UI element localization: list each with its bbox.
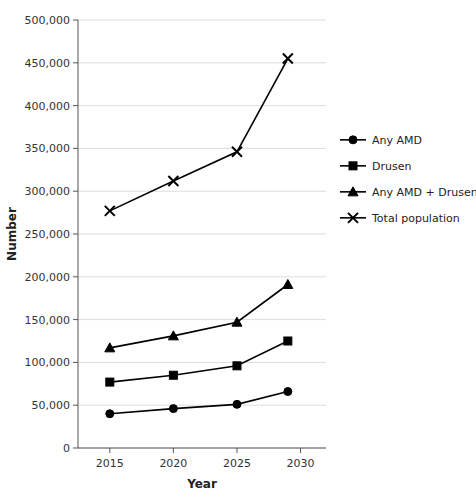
series (106, 388, 292, 418)
y-tick-label: 50,000 (32, 399, 71, 412)
y-tick-label: 500,000 (25, 14, 71, 27)
legend-label: Any AMD (372, 134, 422, 147)
legend-label: Drusen (372, 160, 411, 173)
y-tick-label: 150,000 (25, 314, 71, 327)
point (283, 54, 293, 64)
y-tick-label: 300,000 (25, 185, 71, 198)
grid-line (78, 62, 326, 63)
grid-line (78, 362, 326, 363)
y-tick (73, 276, 78, 277)
x-tick (300, 448, 301, 453)
grid-line (78, 234, 326, 235)
y-tick-label: 350,000 (25, 142, 71, 155)
series-line (110, 285, 288, 348)
x-axis-line (78, 448, 326, 449)
y-tick-label: 400,000 (25, 100, 71, 113)
legend-marker (348, 213, 358, 223)
grid-line (78, 148, 326, 149)
series-line (110, 59, 288, 211)
legend-label: Total population (371, 212, 460, 225)
grid-line (78, 105, 326, 106)
series (105, 280, 293, 352)
y-tick (73, 448, 78, 449)
x-axis-title: Year (186, 477, 217, 491)
point (168, 176, 178, 186)
series-line (110, 392, 288, 414)
y-tick-label: 200,000 (25, 271, 71, 284)
series (106, 337, 292, 386)
point (283, 280, 293, 289)
x-tick (109, 448, 110, 453)
point (168, 331, 178, 340)
y-tick (73, 105, 78, 106)
series (105, 54, 293, 216)
grid-line (78, 405, 326, 406)
y-tick-label: 250,000 (25, 228, 71, 241)
grid-line (78, 448, 326, 449)
x-tick-label: 2015 (96, 457, 124, 470)
y-tick-label: 450,000 (25, 57, 71, 70)
y-tick (73, 191, 78, 192)
grid-line (78, 319, 326, 320)
y-tick-label: 0 (63, 442, 70, 455)
y-tick (73, 405, 78, 406)
x-tick-label: 2030 (287, 457, 315, 470)
x-tick-label: 2020 (159, 457, 187, 470)
y-tick (73, 62, 78, 63)
y-tick-label: 100,000 (25, 356, 71, 369)
legend-marker (349, 162, 357, 170)
grid-line (78, 276, 326, 277)
series-line (110, 341, 288, 382)
point (284, 337, 292, 345)
point (233, 400, 241, 408)
y-tick (73, 20, 78, 21)
point (232, 317, 242, 326)
legend: Any AMD Drusen Any AMD + Drusen Total popul… (340, 134, 476, 225)
x-tick (236, 448, 237, 453)
point (106, 410, 114, 418)
plot-area (105, 54, 293, 418)
grid-line (78, 191, 326, 192)
legend-label: Any AMD + Drusen (372, 186, 476, 199)
point (169, 405, 177, 413)
point (169, 371, 177, 379)
point (233, 362, 241, 370)
axes: 0 50,000 100,000 150,000 200,000 250,000 300,0… (25, 14, 327, 470)
x-tick (173, 448, 174, 453)
y-tick (73, 362, 78, 363)
y-tick (73, 319, 78, 320)
chart: 0 50,000 100,000 150,000 200,000 250,000 300,0… (0, 0, 476, 500)
legend-marker (348, 187, 358, 196)
grid (78, 20, 326, 448)
point (106, 378, 114, 386)
point (232, 147, 242, 157)
point (284, 388, 292, 396)
point (105, 206, 115, 216)
x-tick-label: 2025 (223, 457, 251, 470)
point (105, 343, 115, 352)
legend-marker (349, 136, 357, 144)
y-tick (73, 148, 78, 149)
y-tick (73, 234, 78, 235)
y-axis-line (78, 20, 79, 448)
y-axis-title: Number (5, 207, 19, 261)
grid-line (78, 20, 326, 21)
